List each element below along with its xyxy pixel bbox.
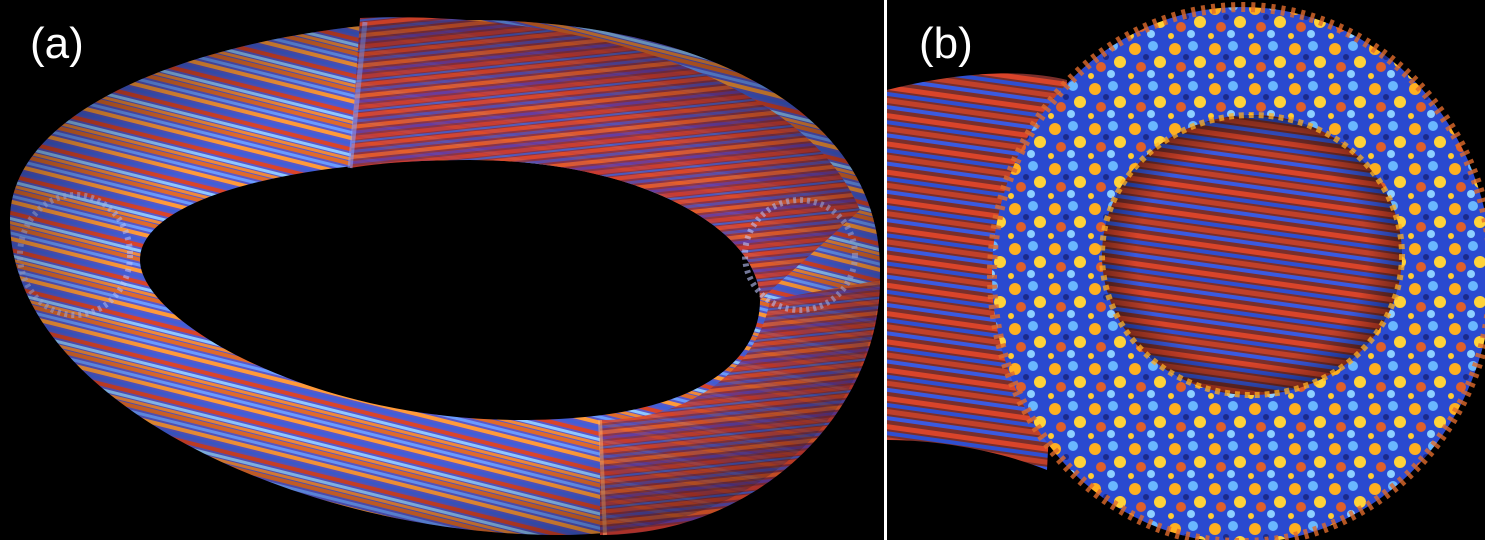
torus-illustration (10, 17, 880, 536)
panel-b-label: (b) (919, 19, 973, 68)
flux-tube-closeup (887, 2, 1485, 540)
panel-a: (a) (0, 0, 884, 540)
panel-divider (884, 0, 887, 540)
panel-b: (b) (887, 0, 1485, 540)
panel-a-label: (a) (30, 19, 84, 68)
